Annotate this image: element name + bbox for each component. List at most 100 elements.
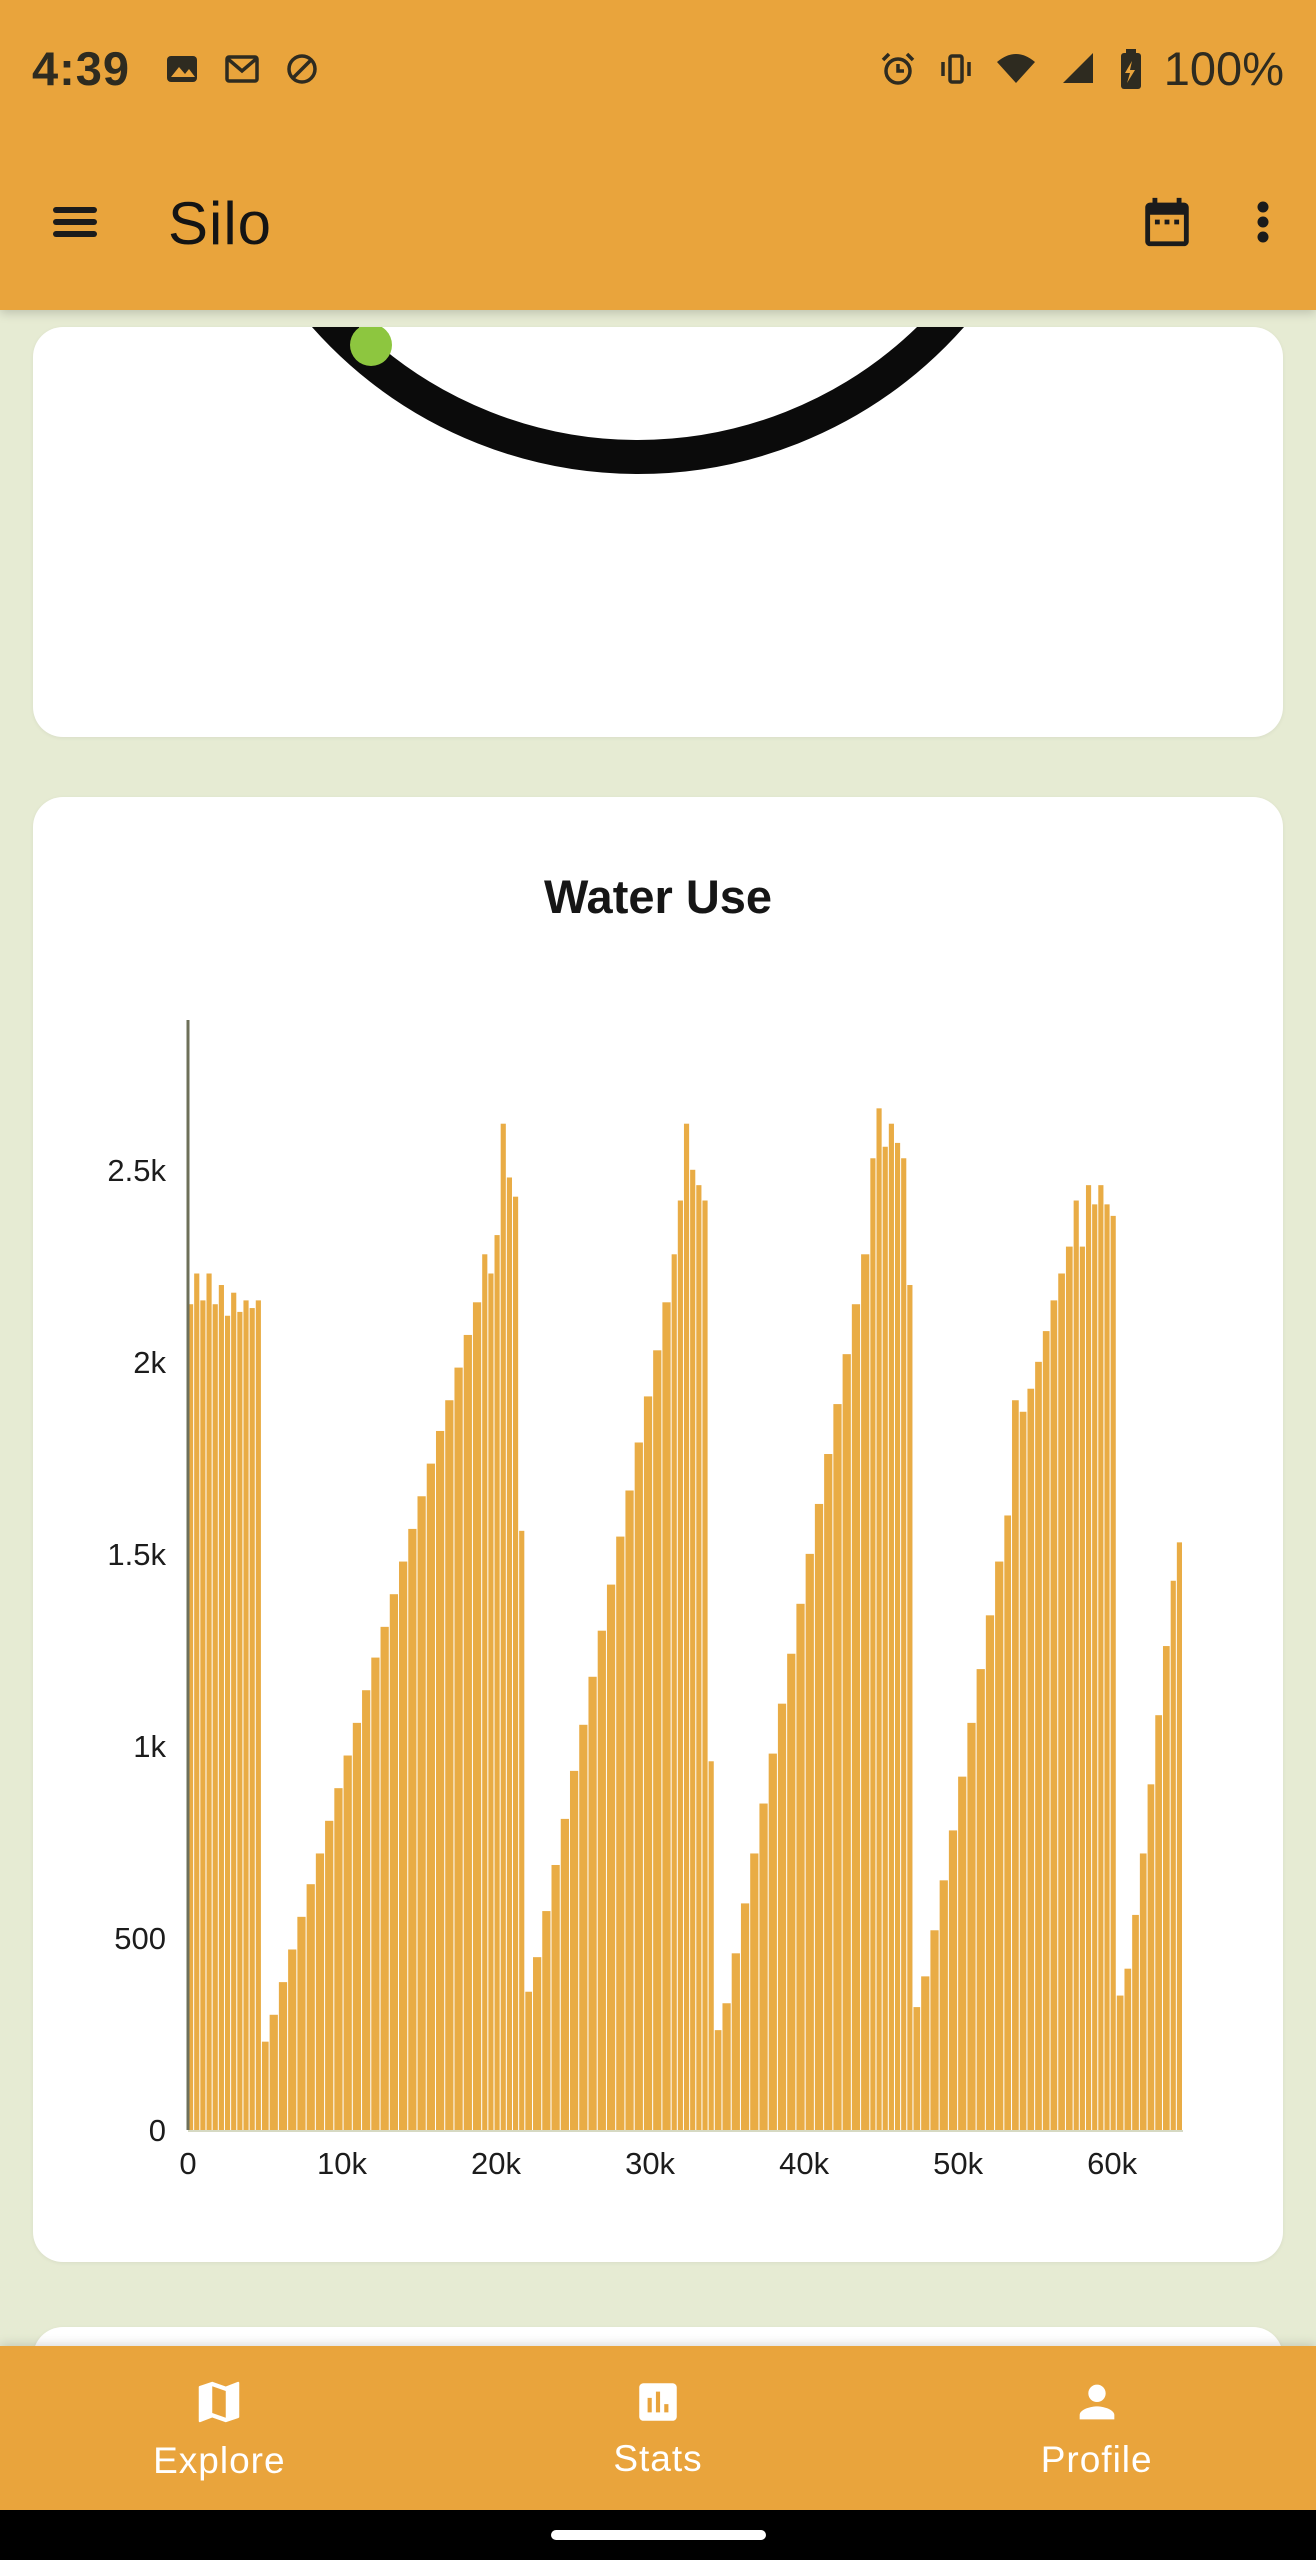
battery-icon (1118, 47, 1144, 91)
data-saver-icon (282, 49, 322, 89)
chart-bar (569, 1770, 579, 2130)
chart-bar (445, 1400, 454, 2130)
alarm-icon (878, 49, 918, 89)
chart-bar (288, 1949, 297, 2130)
chart-bar (708, 1761, 714, 2130)
x-tick-label: 0 (179, 2146, 196, 2181)
chart-bar (1019, 1411, 1027, 2130)
chart-bar (1058, 1273, 1065, 2130)
chart-bar (714, 2030, 722, 2130)
chart-bar (690, 1169, 696, 2130)
chart-bar (653, 1350, 662, 2130)
chart-bar (231, 1292, 237, 2130)
chart-bar (731, 1953, 740, 2130)
chart-bar (805, 1553, 814, 2130)
chart-bar (243, 1300, 249, 2130)
wifi-icon (994, 49, 1038, 89)
chart-bar (1065, 1246, 1073, 2130)
chart-bar (625, 1490, 634, 2130)
nav-item-stats[interactable]: Stats (439, 2346, 878, 2510)
chart-bar (1027, 1388, 1035, 2130)
chart-bar (551, 1864, 560, 2130)
y-tick-label: 2k (133, 1345, 166, 1380)
chart-bar (740, 1903, 750, 2130)
chart-bar (297, 1916, 306, 2130)
chart-bar (1004, 1515, 1012, 2130)
chart-bar (901, 1158, 907, 2130)
x-tick-label: 20k (471, 2146, 521, 2181)
signal-icon (1058, 49, 1098, 89)
chart-bar (579, 1724, 588, 2130)
nav-item-profile[interactable]: Profile (877, 2346, 1316, 2510)
y-tick-label: 1k (133, 1729, 166, 1764)
chart-bar (814, 1503, 824, 2130)
chart-bar (212, 1304, 218, 2130)
nav-label-stats: Stats (613, 2437, 703, 2479)
chart-bar (870, 1158, 876, 2130)
menu-button[interactable] (46, 193, 104, 254)
chart-bar (696, 1185, 702, 2130)
chart-bar (389, 1594, 399, 2130)
chart-bar (894, 1142, 901, 2130)
chart-bar (500, 1123, 506, 2130)
chart-bar (463, 1334, 472, 2130)
chart-bar (787, 1653, 796, 2130)
chart-bar (683, 1123, 690, 2130)
water-use-chart: 0 500 1k 1.5k 2k 2.5k 0 10k 20k 30k 40k 50k 60k (107, 1020, 1183, 2181)
chart-bar (533, 1957, 542, 2130)
chart-bar (315, 1853, 325, 2130)
chart-bar (472, 1302, 482, 2130)
chart-bar (967, 1722, 976, 2130)
chart-bar (750, 1853, 759, 2130)
chart-bar (371, 1657, 380, 2130)
chart-bar (218, 1285, 224, 2130)
chart-bar (488, 1273, 494, 2130)
chart-bar (882, 1146, 888, 2130)
chart-bar (1162, 1646, 1170, 2130)
chart-bar (380, 1626, 389, 2130)
chart-bar (306, 1884, 315, 2130)
chart-bar (958, 1776, 967, 2130)
chart-bar (1042, 1331, 1050, 2130)
map-icon (192, 2375, 246, 2432)
chart-bar (1098, 1185, 1104, 2130)
home-indicator[interactable] (550, 2530, 766, 2540)
nav-item-explore[interactable]: Explore (0, 2346, 439, 2510)
chart-bar (985, 1615, 995, 2130)
chart-bar (343, 1755, 352, 2130)
chart-bar (930, 1930, 939, 2130)
chart-bar (1104, 1204, 1110, 2130)
chart-bar (948, 1830, 958, 2130)
chart-bar (1092, 1204, 1098, 2130)
gesture-bar (0, 2510, 1316, 2560)
x-tick-label: 60k (1087, 2146, 1137, 2181)
x-tick-label: 50k (933, 2146, 983, 2181)
gmail-notification-icon (222, 49, 262, 89)
chart-bar (278, 1982, 288, 2130)
chart-bar (494, 1235, 500, 2130)
chart-bar (417, 1496, 426, 2130)
status-bar: 4:39 100% (0, 0, 1316, 137)
chart-bar (876, 1108, 882, 2130)
calendar-button[interactable] (1138, 193, 1196, 254)
x-tick-label: 10k (317, 2146, 367, 2181)
chart-bar (1132, 1914, 1139, 2130)
chart-bar (888, 1123, 894, 2130)
chart-bar (1176, 1542, 1182, 2130)
gauge-card (33, 327, 1283, 737)
chart-bar (255, 1300, 261, 2130)
chart-bar (907, 1285, 913, 2130)
gauge-ring (312, 327, 964, 474)
chart-bar (249, 1308, 255, 2130)
nav-label-explore: Explore (153, 2439, 286, 2481)
chart-bar (976, 1669, 985, 2130)
chart-bar (525, 1991, 533, 2130)
gauge-chart (312, 327, 964, 474)
overflow-menu-button[interactable] (1256, 193, 1270, 254)
chart-bar (408, 1528, 417, 2130)
chart-bar (512, 1196, 519, 2130)
chart-bar (842, 1354, 851, 2130)
chart-bar (722, 2003, 731, 2130)
chart-bar (1079, 1246, 1085, 2130)
chart-bar (206, 1273, 212, 2130)
